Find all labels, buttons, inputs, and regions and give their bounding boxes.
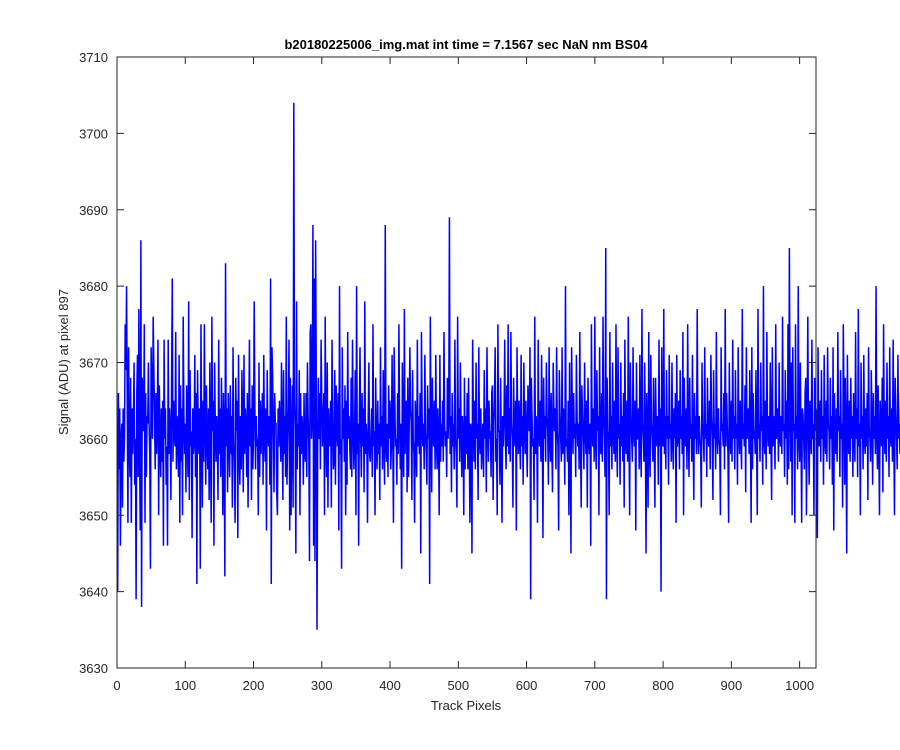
y-tick-label: 3640 [79, 585, 108, 600]
series-line-0 [116, 102, 900, 630]
x-tick-label: 500 [447, 678, 469, 693]
y-tick-label: 3670 [79, 356, 108, 371]
x-tick-label: 700 [584, 678, 606, 693]
x-tick-label: 0 [113, 678, 120, 693]
series-layer [116, 102, 900, 630]
y-tick-label: 3660 [79, 432, 108, 447]
x-tick-label: 900 [721, 678, 743, 693]
y-axis: 3630 3640 3650 3660 3670 3680 3690 3700 3710 [79, 50, 816, 676]
x-axis-label: Track Pixels [431, 698, 502, 713]
y-tick-label: 3630 [79, 661, 108, 676]
y-axis-label: Signal (ADU) at pixel 897 [56, 289, 71, 435]
y-tick-label: 3710 [79, 50, 108, 65]
x-tick-label: 100 [174, 678, 196, 693]
x-axis: 0 100 200 300 400 500 600 700 800 900 1000 [113, 57, 814, 693]
x-tick-label: 1000 [785, 678, 814, 693]
x-tick-label: 600 [516, 678, 538, 693]
y-tick-label: 3690 [79, 203, 108, 218]
x-tick-label: 300 [311, 678, 333, 693]
y-tick-label: 3680 [79, 279, 108, 294]
y-tick-label: 3650 [79, 508, 108, 523]
y-tick-label: 3700 [79, 126, 108, 141]
chart-title: b20180225006_img.mat int time = 7.1567 s… [284, 37, 648, 52]
x-tick-label: 400 [379, 678, 401, 693]
x-tick-label: 200 [243, 678, 265, 693]
x-tick-label: 800 [652, 678, 674, 693]
